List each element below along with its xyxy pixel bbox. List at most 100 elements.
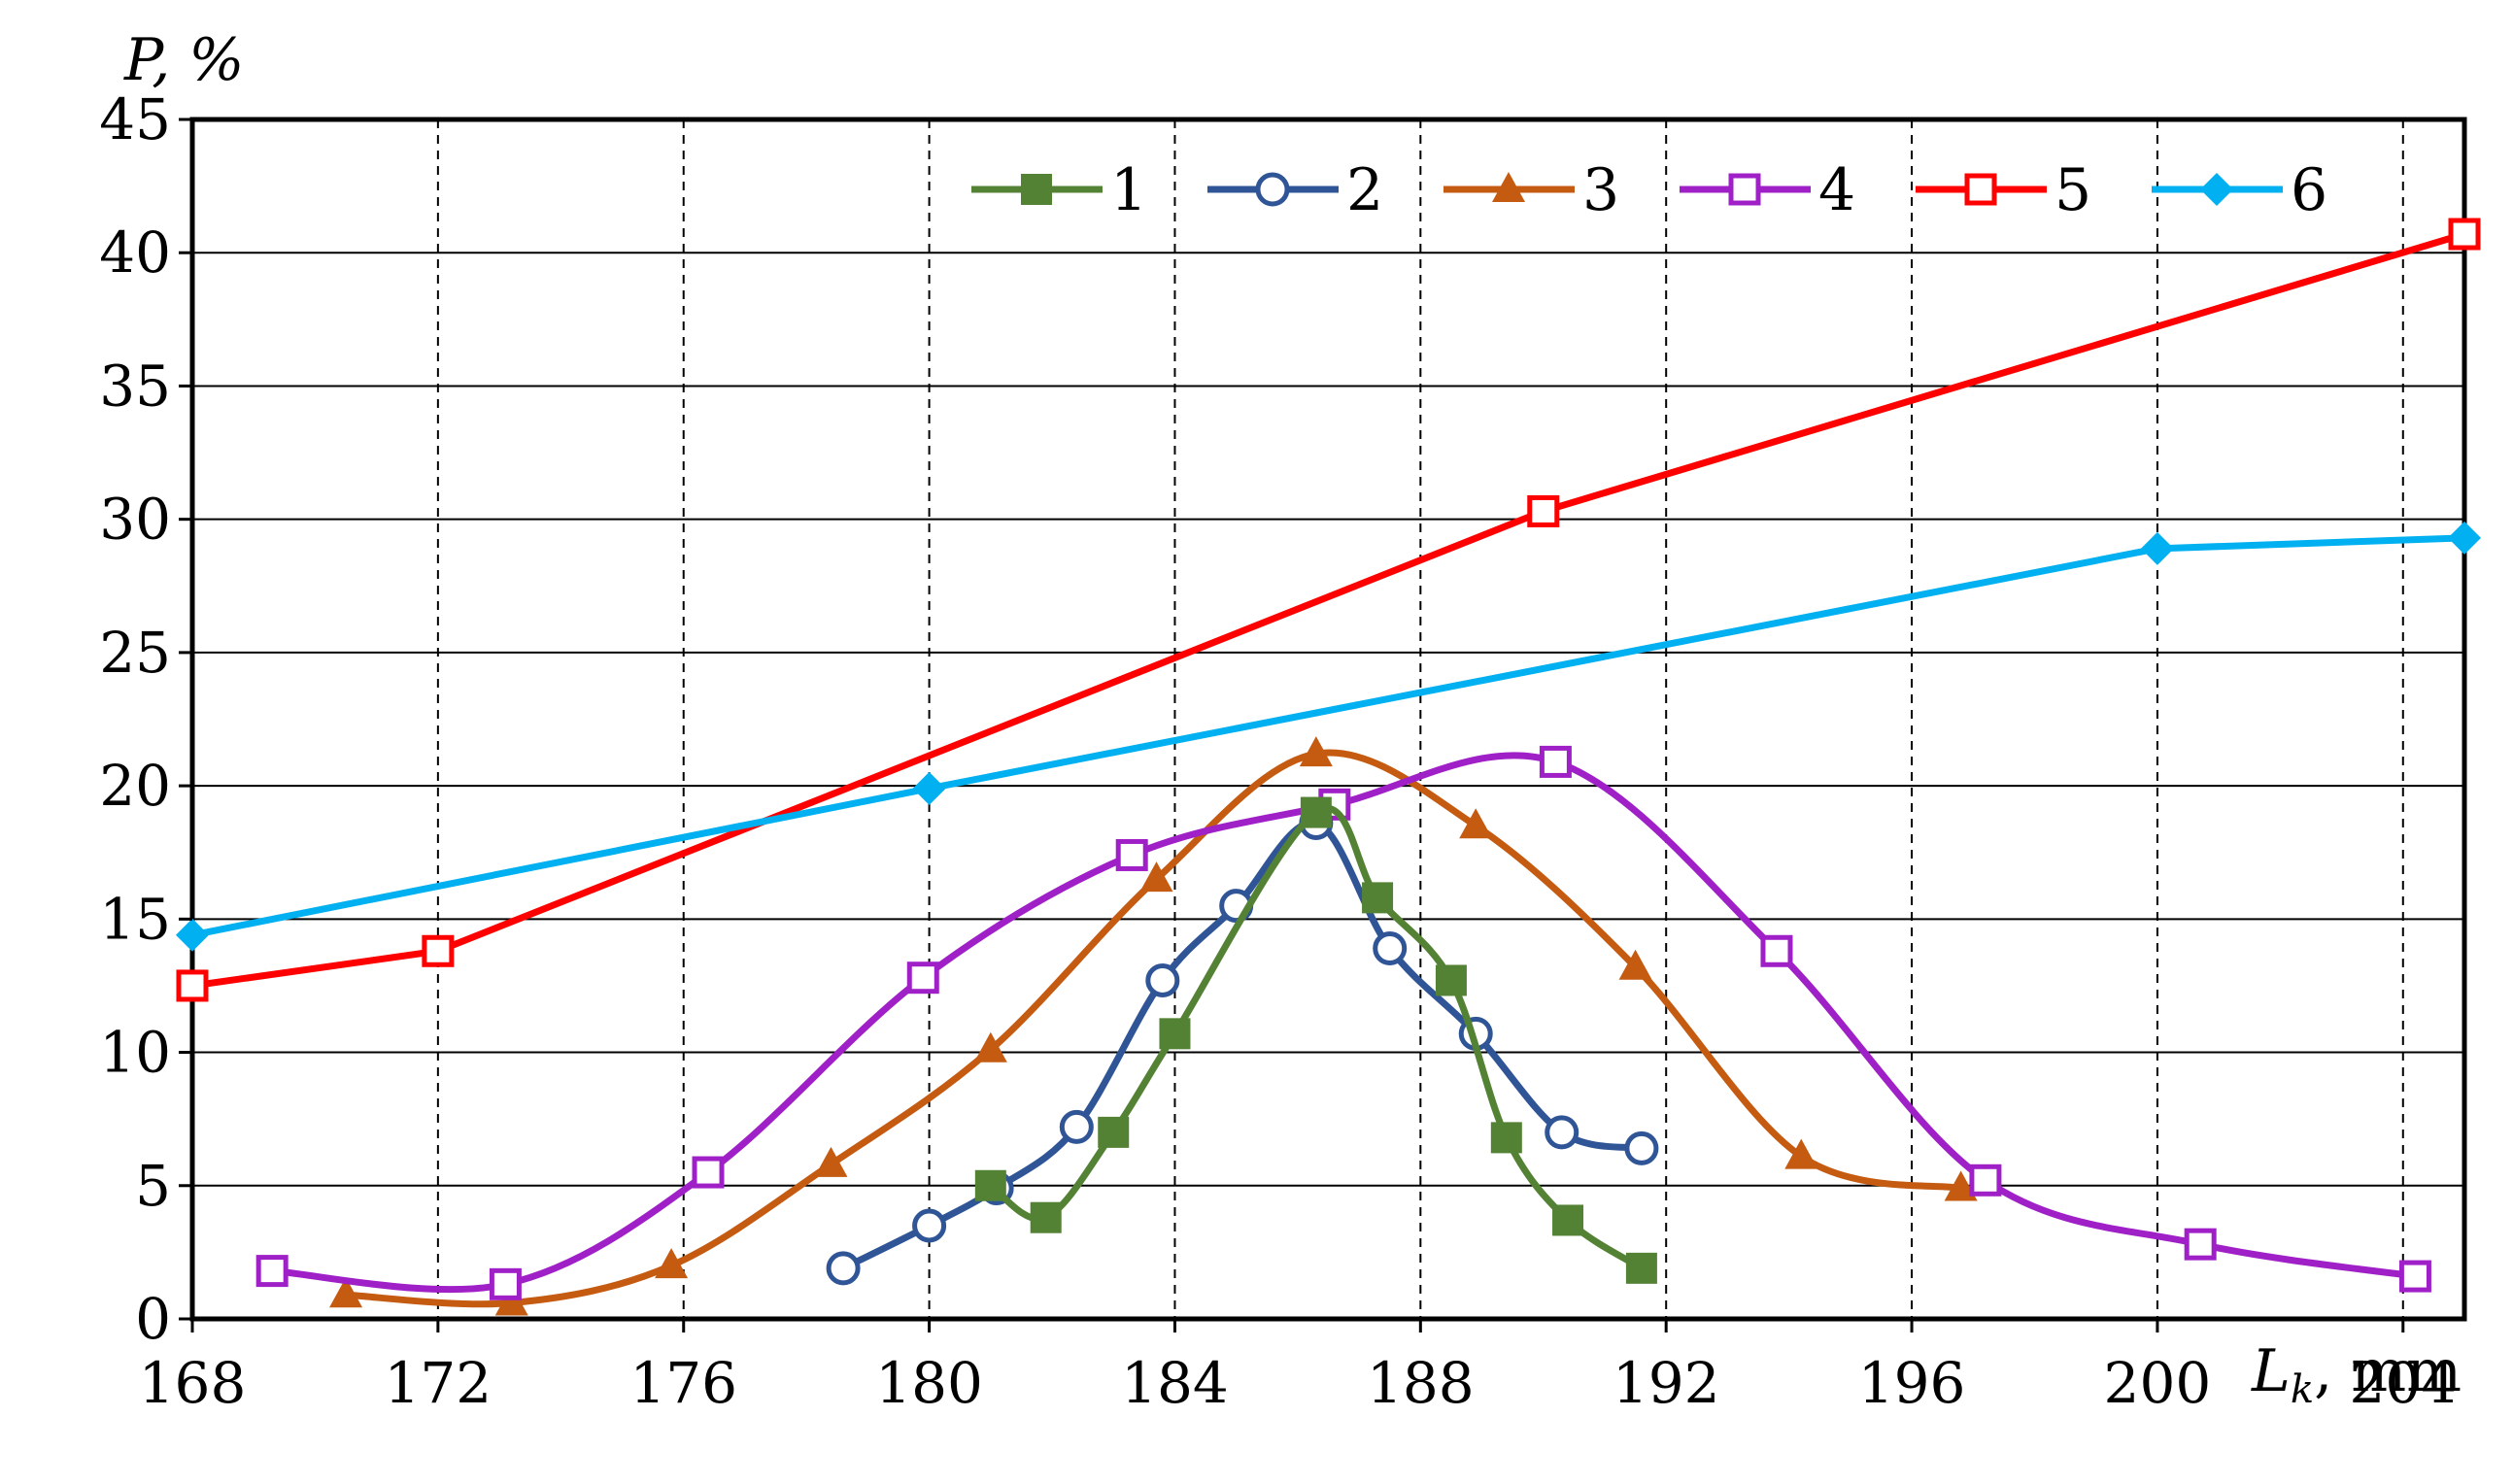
x-axis-title: Lk, mm (2251, 1337, 2462, 1412)
y-tick-label-30: 30 (99, 487, 171, 553)
y-tick-label-45: 45 (99, 86, 171, 152)
series-3-point-8 (1618, 949, 1652, 980)
x-tick-label-176: 176 (629, 1350, 737, 1416)
series-2-point-1 (912, 1208, 947, 1243)
series-4-point-2 (692, 1156, 725, 1189)
legend-swatch-marker-3 (1492, 172, 1525, 202)
x-axis-title-symbol: L (2251, 1337, 2291, 1405)
series-layer (176, 218, 2481, 1316)
y-tick-label-35: 35 (99, 353, 171, 419)
legend-label-4: 4 (1818, 156, 1855, 224)
legend-swatch-marker-2 (1255, 172, 1290, 207)
series-1-point-1 (1030, 1201, 1062, 1233)
x-tick-label-200: 200 (2104, 1350, 2212, 1416)
series-6-point-1 (912, 771, 946, 805)
series-3-point-4 (973, 1031, 1007, 1062)
series-3-point-2 (655, 1248, 689, 1279)
series-6-line (188, 534, 2468, 939)
x-tick-label-196: 196 (1858, 1350, 1966, 1416)
series-3-point-3 (814, 1146, 848, 1177)
series-1-point-2 (1098, 1116, 1130, 1148)
y-tick-label-40: 40 (99, 219, 171, 286)
series-1-point-6 (1435, 964, 1467, 996)
series-3-point-6 (1299, 736, 1333, 767)
series-1 (974, 796, 1657, 1284)
series-6-point-3 (2448, 521, 2481, 555)
legend-swatch-marker-6 (2200, 173, 2233, 206)
series-4-point-0 (255, 1255, 289, 1288)
series-4-point-3 (906, 961, 939, 995)
legend-label-6: 6 (2291, 156, 2327, 224)
x-tick-label-204: 204 (2349, 1350, 2457, 1416)
x-tick-label-192: 192 (1613, 1350, 1720, 1416)
plot-area-frame (189, 117, 2467, 1322)
legend-item-3: 3 (1443, 156, 1619, 224)
legend-item-1: 1 (971, 156, 1147, 224)
legend-item-2: 2 (1207, 156, 1383, 224)
y-tick-label-20: 20 (99, 753, 171, 819)
series-2-point-9 (1545, 1115, 1579, 1150)
legend-swatch-marker-5 (1964, 173, 1997, 206)
series-1-line (987, 805, 1646, 1272)
grid (192, 119, 2464, 1319)
series-2-point-10 (1624, 1130, 1659, 1165)
x-tick-label-168: 168 (139, 1350, 247, 1416)
series-6-point-2 (2140, 531, 2174, 565)
legend-label-3: 3 (1582, 156, 1619, 224)
series-5-point-1 (422, 934, 455, 967)
series-4-point-10 (2398, 1260, 2431, 1293)
legend-label-2: 2 (1346, 156, 1383, 224)
legend-item-6: 6 (2152, 156, 2327, 224)
y-tick-label-0: 0 (135, 1286, 171, 1352)
x-axis-title-unit: , mm (2314, 1337, 2462, 1405)
series-3-point-0 (329, 1277, 363, 1308)
series-1-point-3 (1159, 1018, 1191, 1050)
y-tick-label-5: 5 (135, 1153, 171, 1219)
series-3-point-10 (1944, 1170, 1978, 1201)
y-tick-label-25: 25 (99, 620, 171, 686)
series-5-point-2 (1527, 494, 1560, 527)
x-axis-title-subscript: k (2291, 1367, 2314, 1412)
series-3-point-7 (1459, 808, 1493, 839)
series-4-point-9 (2184, 1228, 2217, 1261)
legend-label-5: 5 (2055, 156, 2091, 224)
legend-swatch-marker-1 (1021, 174, 1052, 205)
series-2-point-4 (1145, 962, 1180, 997)
series-3-point-5 (1139, 861, 1173, 893)
series-5-line (188, 230, 2468, 990)
legend: 1 2 3 4 5 6 (971, 156, 2327, 224)
series-5 (176, 218, 2481, 1002)
series-4-point-8 (1969, 1164, 2002, 1197)
series-4-point-7 (1760, 934, 1793, 967)
series-6-point-0 (176, 918, 209, 952)
y-tick-label-15: 15 (99, 886, 171, 952)
series-4-point-1 (489, 1267, 522, 1300)
series-5-point-3 (2448, 218, 2481, 251)
series-3-point-1 (494, 1285, 528, 1316)
series-1-point-9 (1625, 1252, 1657, 1284)
series-2-point-7 (1373, 931, 1408, 966)
series-3 (329, 736, 1978, 1316)
y-axis-title: P, % (123, 26, 244, 94)
legend-swatch-marker-4 (1728, 173, 1761, 206)
series-2-point-3 (1059, 1109, 1094, 1144)
series-1-point-0 (974, 1169, 1006, 1201)
series-5-point-0 (176, 969, 209, 1002)
x-tick-label-188: 188 (1367, 1350, 1475, 1416)
series-1-point-8 (1552, 1204, 1584, 1236)
series-4-point-6 (1539, 745, 1572, 778)
legend-label-1: 1 (1110, 156, 1147, 224)
x-tick-label-180: 180 (875, 1350, 983, 1416)
series-1-point-5 (1362, 882, 1394, 914)
legend-item-5: 5 (1916, 156, 2091, 224)
legend-item-4: 4 (1680, 156, 1855, 224)
series-2-point-0 (826, 1251, 861, 1286)
y-tick-label-10: 10 (99, 1020, 171, 1086)
series-1-point-4 (1300, 796, 1332, 828)
x-tick-label-172: 172 (385, 1350, 492, 1416)
series-3-point-9 (1784, 1138, 1818, 1169)
x-tick-label-184: 184 (1121, 1350, 1229, 1416)
